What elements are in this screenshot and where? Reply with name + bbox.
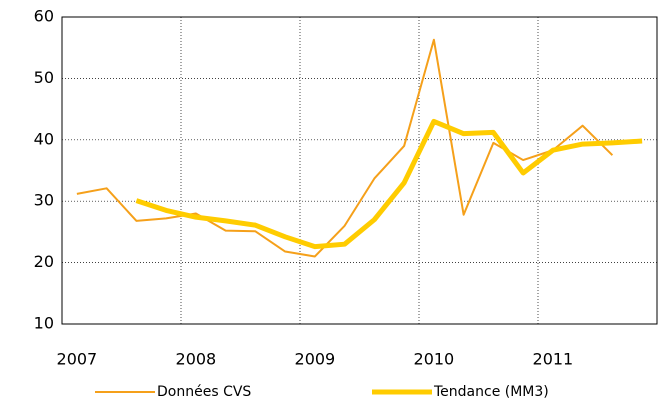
y-tick-label: 10	[34, 314, 54, 333]
series-line	[76, 38, 614, 258]
y-tick-label: 20	[34, 252, 54, 271]
x-tick-label: 2008	[176, 350, 217, 369]
x-tick-label: 2009	[295, 350, 336, 369]
legend-label: Données CVS	[157, 384, 251, 400]
series-line	[135, 118, 643, 250]
legend-label: Tendance (MM3)	[433, 384, 549, 400]
x-tick-label: 2011	[533, 350, 574, 369]
y-tick-label: 40	[34, 129, 54, 148]
x-tick-label: 2007	[57, 350, 98, 369]
plot-area	[61, 16, 658, 325]
y-tick-label: 50	[34, 68, 54, 87]
x-tick-label: 2010	[414, 350, 455, 369]
y-tick-label: 60	[34, 7, 54, 26]
y-tick-label: 30	[34, 191, 54, 210]
